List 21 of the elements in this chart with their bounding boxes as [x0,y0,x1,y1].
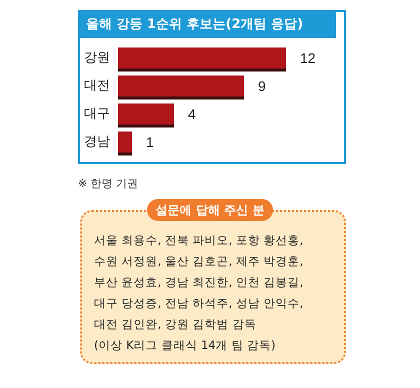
data-label: 4 [188,106,196,122]
data-label: 1 [146,134,154,150]
y-tick-label: 강원 [84,50,110,66]
text: (이상 K리그 클래식 14개 팀 감독) [94,337,276,354]
text: 서울 최용수, 전북 파비오, 포항 황선홍, [94,232,304,249]
bar [118,104,174,124]
y-tick-label: 대전 [84,78,110,94]
bar [118,132,132,152]
text: 대전 김인완, 강원 김학범 감독 [94,316,258,333]
text: 설문에 답해 주신 분 [147,199,273,221]
data-label: 12 [300,50,316,66]
text: 부산 윤성효, 경남 최진한, 인천 김봉길, [94,274,304,291]
y-tick-label: 대구 [84,106,110,122]
bar [118,76,244,96]
data-label: 9 [258,78,266,94]
text: 수원 서정원, 울산 김호곤, 제주 박경훈, [94,253,304,270]
text: 대구 당성증, 전남 하석주, 성남 안익수, [94,295,304,312]
chart-title: 올해 강등 1순위 후보는(2개팀 응답) [80,12,336,38]
y-tick-label: 경남 [84,134,110,150]
bar [118,48,286,68]
text: ※ 한명 기권 [78,176,138,191]
